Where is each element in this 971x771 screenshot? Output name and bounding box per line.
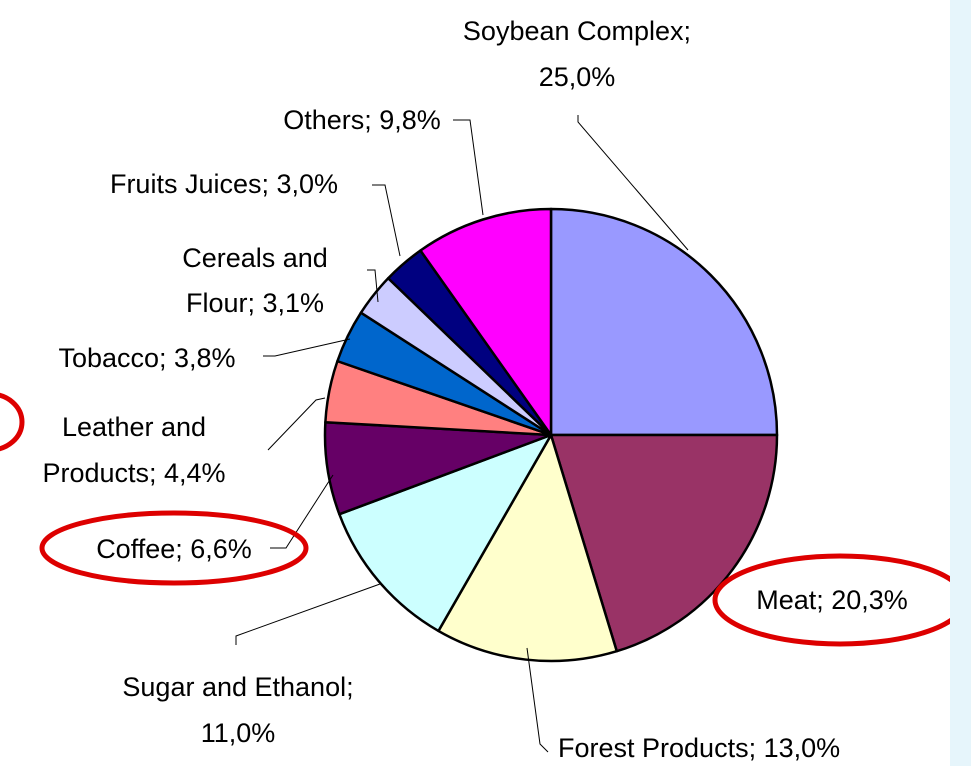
slice-label-others: Others; 9,8% <box>283 105 441 135</box>
slice-label-soybean-complex: 25,0% <box>539 62 616 92</box>
slice-label-tobacco: Tobacco; 3,8% <box>58 343 235 373</box>
slice-label-sugar-and-ethanol: 11,0% <box>201 718 276 748</box>
slice-label-leather-and-products: Leather and <box>62 412 206 442</box>
highlight-ellipse-coffee <box>39 510 309 586</box>
pie-slice-sugar-and-ethanol <box>338 433 553 633</box>
slice-label-forest-products: Forest Products; 13,0% <box>558 733 840 763</box>
pie-slice-others <box>419 207 553 437</box>
leader-line-forest-products <box>526 647 549 753</box>
pie-slice-soybean-complex <box>549 207 779 437</box>
leader-line-leather-and-products <box>267 397 326 451</box>
slice-label-cereals-and-flour: Flour; 3,1% <box>186 288 324 318</box>
leader-line-others <box>453 119 484 216</box>
leader-line-cereals-and-flour <box>367 269 379 303</box>
leader-line-tobacco <box>263 338 351 357</box>
leader-line-sugar-and-ethanol <box>235 583 381 645</box>
slice-label-cereals-and-flour: Cereals and <box>182 243 328 273</box>
pie-slices <box>323 207 779 663</box>
right-edge-strip <box>950 0 971 766</box>
highlight-ellipse-leather-and-products <box>0 392 25 452</box>
pie-slice-forest-products <box>437 433 619 663</box>
leader-line-soybean-complex <box>577 115 689 251</box>
slice-label-coffee: Coffee; 6,6% <box>96 534 252 564</box>
pie-slice-meat <box>549 433 779 653</box>
leader-line-coffee <box>270 474 334 549</box>
slice-label-fruits-juices: Fruits Juices; 3,0% <box>110 169 338 199</box>
slice-label-meat: Meat; 20,3% <box>756 585 908 615</box>
slice-labels: Soybean Complex; 25,0% Meat; 20,3% Forest P… <box>42 16 907 763</box>
slice-label-sugar-and-ethanol: Sugar and Ethanol; <box>122 672 353 702</box>
slice-label-soybean-complex: Soybean Complex; <box>463 16 691 46</box>
slice-label-leather-and-products: Products; 4,4% <box>42 458 225 488</box>
leader-lines <box>235 115 689 753</box>
leader-line-fruits-juices <box>372 184 401 257</box>
